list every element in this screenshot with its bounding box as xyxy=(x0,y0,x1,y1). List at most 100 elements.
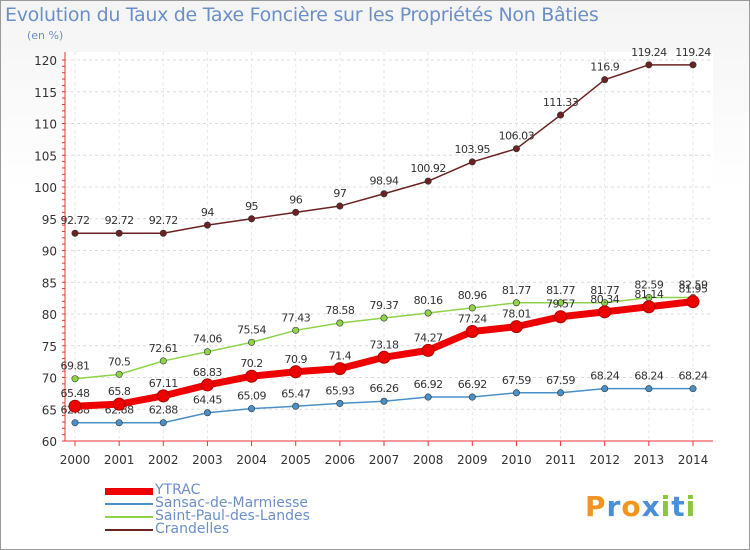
data-point-ytrac xyxy=(112,397,126,411)
data-point-crandelles xyxy=(159,229,167,237)
y-tick-label: 110 xyxy=(34,118,57,132)
y-tick-label: 115 xyxy=(34,86,57,100)
x-tick-label: 2000 xyxy=(60,453,91,467)
data-label-crandelles: 97 xyxy=(333,187,346,200)
legend-swatch xyxy=(105,503,153,505)
data-point-sansac-de-marmiesse xyxy=(159,419,167,427)
data-label-ytrac: 71.4 xyxy=(329,350,352,363)
data-point-ytrac xyxy=(421,343,435,357)
data-point-ytrac xyxy=(377,350,391,364)
logo-letter: o xyxy=(621,490,642,523)
data-point-crandelles xyxy=(115,229,123,237)
x-tick-label: 2003 xyxy=(192,453,223,467)
legend-swatch xyxy=(105,529,153,531)
x-tick-label: 2004 xyxy=(236,453,267,467)
data-point-sansac-de-marmiesse xyxy=(424,393,432,401)
y-tick-label: 65 xyxy=(42,403,57,417)
data-label-saint-paul-des-landes: 81.77 xyxy=(546,284,575,297)
x-tick-label: 2009 xyxy=(457,453,488,467)
data-point-ytrac xyxy=(598,305,612,319)
logo-letter: i xyxy=(685,490,697,523)
data-label-ytrac: 80.34 xyxy=(590,293,619,306)
data-point-sansac-de-marmiesse xyxy=(292,402,300,410)
data-label-ytrac: 77.24 xyxy=(458,313,487,326)
x-tick-label: 2008 xyxy=(413,453,444,467)
data-label-ytrac: 68.83 xyxy=(193,366,222,379)
data-point-saint-paul-des-landes xyxy=(336,319,344,327)
data-label-saint-paul-des-landes: 77.43 xyxy=(281,311,310,324)
data-label-sansac-de-marmiesse: 64.45 xyxy=(193,394,222,407)
data-label-ytrac: 78.01 xyxy=(502,308,531,321)
data-label-saint-paul-des-landes: 75.54 xyxy=(237,323,266,336)
data-label-sansac-de-marmiesse: 68.24 xyxy=(679,370,708,383)
legend-label: Saint-Paul-des-Landes xyxy=(155,508,310,524)
data-label-saint-paul-des-landes: 81.77 xyxy=(502,284,531,297)
data-label-crandelles: 106.03 xyxy=(499,130,535,143)
data-label-crandelles: 116.9 xyxy=(590,61,619,74)
x-tick-label: 2002 xyxy=(148,453,179,467)
data-label-crandelles: 103.95 xyxy=(455,143,491,156)
data-label-crandelles: 111.33 xyxy=(543,96,579,109)
data-point-sansac-de-marmiesse xyxy=(468,393,476,401)
x-tick-label: 2007 xyxy=(369,453,400,467)
data-label-saint-paul-des-landes: 78.58 xyxy=(325,304,354,317)
data-point-sansac-de-marmiesse xyxy=(512,389,520,397)
data-point-ytrac xyxy=(554,310,568,324)
y-tick-label: 60 xyxy=(42,435,57,449)
data-point-sansac-de-marmiesse xyxy=(557,389,565,397)
x-tick-label: 2011 xyxy=(545,453,576,467)
data-label-ytrac: 70.9 xyxy=(284,353,307,366)
data-point-crandelles xyxy=(292,208,300,216)
data-label-ytrac: 65.8 xyxy=(108,385,131,398)
y-tick-label: 80 xyxy=(42,308,57,322)
data-point-saint-paul-des-landes xyxy=(468,304,476,312)
data-point-sansac-de-marmiesse xyxy=(71,419,79,427)
data-label-sansac-de-marmiesse: 66.26 xyxy=(370,382,399,395)
data-label-ytrac: 65.48 xyxy=(61,387,90,400)
logo-letter: t xyxy=(671,490,686,523)
data-point-sansac-de-marmiesse xyxy=(336,399,344,407)
data-point-ytrac xyxy=(200,378,214,392)
data-point-saint-paul-des-landes xyxy=(248,338,256,346)
data-label-ytrac: 67.11 xyxy=(149,377,178,390)
data-point-ytrac xyxy=(289,365,303,379)
data-label-saint-paul-des-landes: 82.59 xyxy=(679,279,708,292)
legend-label: Sansac-de-Marmiesse xyxy=(155,495,309,511)
data-label-saint-paul-des-landes: 79.37 xyxy=(370,299,399,312)
data-label-crandelles: 119.24 xyxy=(631,46,667,59)
data-label-sansac-de-marmiesse: 66.92 xyxy=(458,378,487,391)
data-label-sansac-de-marmiesse: 67.59 xyxy=(546,374,575,387)
data-label-ytrac: 79.57 xyxy=(546,298,575,311)
data-point-saint-paul-des-landes xyxy=(557,299,565,307)
data-point-ytrac xyxy=(465,325,479,339)
data-label-crandelles: 98.94 xyxy=(370,175,399,188)
data-label-ytrac: 81.95 xyxy=(679,283,708,296)
data-label-crandelles: 92.72 xyxy=(105,214,134,227)
data-label-sansac-de-marmiesse: 68.24 xyxy=(634,370,663,383)
legend-swatch xyxy=(105,488,153,495)
data-label-crandelles: 119.24 xyxy=(675,46,711,59)
logo-letter: r xyxy=(606,490,622,523)
y-tick-label: 75 xyxy=(42,340,57,354)
y-tick-label: 70 xyxy=(42,372,57,386)
data-point-saint-paul-des-landes xyxy=(380,314,388,322)
data-point-crandelles xyxy=(468,158,476,166)
y-tick-label: 95 xyxy=(42,213,57,227)
data-label-sansac-de-marmiesse: 66.92 xyxy=(414,378,443,391)
y-tick-label: 105 xyxy=(34,149,57,163)
line-chart: 60 65 70 75 80 85 90 95 100 105 110 115 120 2000 2001 2… xyxy=(34,46,713,467)
data-point-crandelles xyxy=(689,61,697,69)
y-tick-label: 100 xyxy=(34,181,57,195)
data-point-sansac-de-marmiesse xyxy=(115,419,123,427)
data-label-saint-paul-des-landes: 70.5 xyxy=(108,355,131,368)
data-label-crandelles: 92.72 xyxy=(149,214,178,227)
legend-label: Crandelles xyxy=(155,521,230,537)
x-tick-label: 2012 xyxy=(589,453,620,467)
data-label-saint-paul-des-landes: 82.59 xyxy=(634,279,663,292)
data-point-crandelles xyxy=(601,76,609,84)
data-point-crandelles xyxy=(203,221,211,229)
data-label-sansac-de-marmiesse: 65.09 xyxy=(237,390,266,403)
chart-title: Evolution du Taux de Taxe Foncière sur l… xyxy=(5,4,599,26)
data-point-crandelles xyxy=(248,215,256,223)
data-label-ytrac: 70.2 xyxy=(240,357,263,370)
